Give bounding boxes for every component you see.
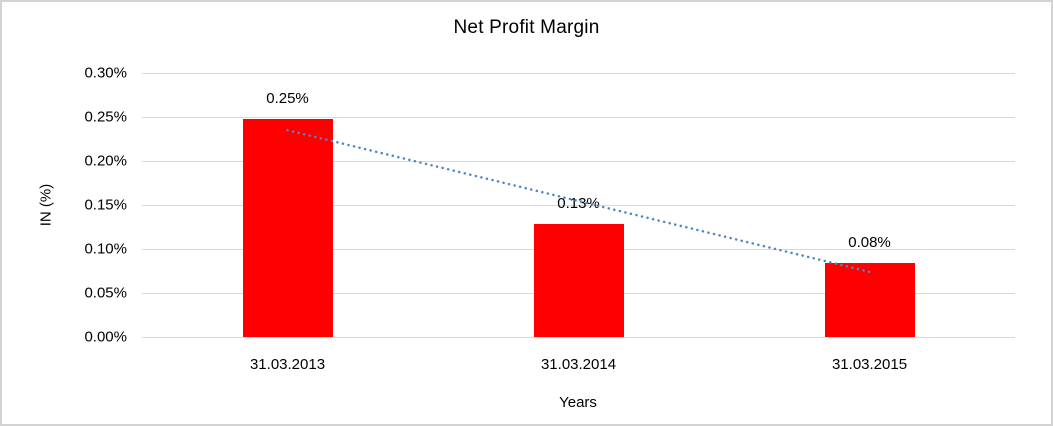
chart-title: Net Profit Margin [453, 17, 600, 38]
x-tick-label: 31.03.2013 [249, 356, 326, 373]
y-tick-label: 0.10% [84, 240, 127, 258]
y-tick-label: 0.05% [84, 284, 127, 302]
x-tick-label: 31.03.2015 [831, 356, 908, 373]
bar-value-label: 0.08% [848, 234, 891, 252]
bar-31.03.2015 [824, 263, 915, 337]
y-tick-label: 0.15% [84, 196, 127, 214]
bar-31.03.2014 [533, 224, 624, 337]
x-tick-label: 31.03.2014 [540, 356, 617, 373]
gridline [142, 337, 1015, 338]
y-tick-label: 0.30% [84, 64, 127, 82]
y-tick-label: 0.25% [84, 108, 127, 126]
gridline [142, 73, 1015, 74]
bar-31.03.2013 [242, 118, 333, 337]
y-tick-label: 0.00% [84, 328, 127, 346]
bar-value-label: 0.13% [557, 195, 600, 213]
y-tick-label: 0.20% [84, 152, 127, 170]
plot-area: 0.25% 0.13% 0.08% [142, 73, 1015, 338]
bar-value-label: 0.25% [266, 89, 309, 107]
x-axis-title: Years [559, 394, 597, 411]
gridline [142, 117, 1015, 118]
